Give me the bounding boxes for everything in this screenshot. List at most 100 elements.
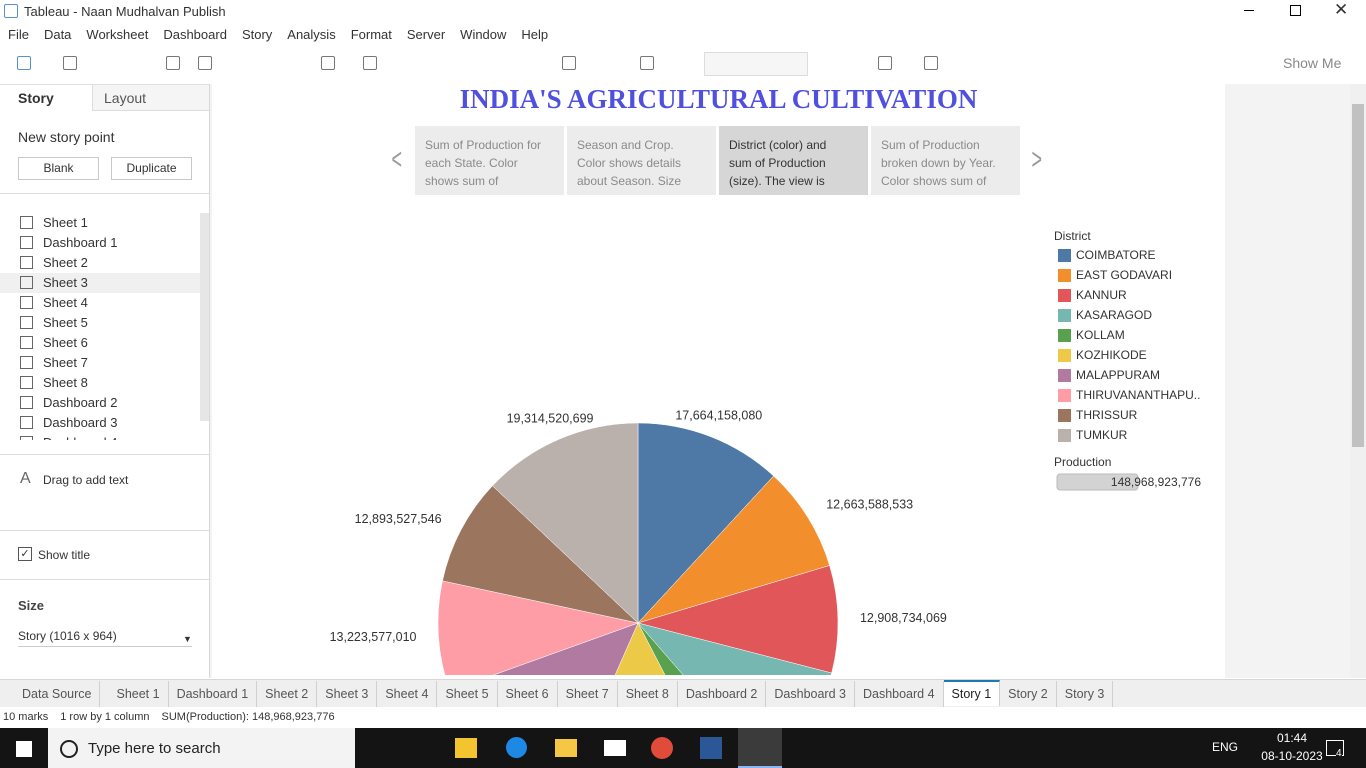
menu-item[interactable]: Help [521,27,549,42]
sheet-name[interactable]: Sheet 6 [43,335,88,350]
sheet-tab[interactable]: Story 3 [1057,681,1114,707]
sheet-item[interactable]: Dashboard 1 [0,233,200,253]
sheet-name[interactable]: Dashboard 1 [43,235,118,250]
sheet-tab[interactable]: Sheet 1 [108,681,169,707]
menu-item[interactable]: Data [43,27,72,42]
sheet-tab[interactable]: Sheet 2 [257,681,318,707]
sheet-tab[interactable]: Dashboard 4 [855,681,944,707]
sheet-tab[interactable]: Sheet 5 [437,681,498,707]
sheet-item[interactable]: Sheet 1 [0,213,200,233]
story-title: INDIA'S AGRICULTURAL CULTIVATION [459,84,978,114]
panel-tab[interactable]: Story [18,90,54,106]
sheet-item[interactable]: Dashboard 3 [0,413,200,433]
tableau-task[interactable] [738,728,782,768]
sheet-name[interactable]: Sheet 4 [43,295,88,310]
story-point[interactable]: Season and Crop. Color shows details about… [567,126,716,195]
sheet-tab[interactable]: Dashboard 1 [169,681,258,707]
sheet-name[interactable]: Sheet 1 [43,215,88,230]
sheet-item[interactable]: Sheet 8 [0,373,200,393]
start-button[interactable] [16,741,32,757]
sheet-item[interactable]: Sheet 2 [0,253,200,273]
mail[interactable] [604,740,626,756]
tool-icon[interactable] [321,56,335,70]
sheet-name[interactable]: Dashboard 2 [43,395,118,410]
sheet-name[interactable]: Sheet 2 [43,255,88,270]
sheet-item[interactable]: Sheet 5 [0,313,200,333]
search-box[interactable]: Type here to search [48,728,355,768]
restore[interactable] [1290,5,1301,16]
sheet-tab[interactable]: Story 1 [943,680,1001,706]
close[interactable]: ✕ [1334,0,1349,19]
sheet-tab[interactable]: Sheet 4 [377,681,438,707]
sheet-tab[interactable]: Data Source [0,681,101,707]
notifications[interactable] [1326,740,1344,756]
minimize[interactable] [1244,10,1254,11]
sheet-item[interactable]: Dashboard 2 [0,393,200,413]
sheet-tab[interactable]: Story 2 [1000,681,1057,707]
sheet-tab[interactable]: Dashboard 3 [766,681,855,707]
sheet-name[interactable]: Sheet 3 [43,275,88,290]
story-point[interactable]: Sum of Production for each State. Color sh… [415,126,564,195]
tool-icon[interactable] [562,56,576,70]
tool-icon[interactable] [17,56,31,70]
sheet-item[interactable]: Dashboard 4 [0,433,200,440]
edge[interactable] [506,737,527,758]
tool-icon[interactable] [924,56,938,70]
menu-item[interactable]: Window [460,27,507,42]
side-panel: Story Layout New story point Blank Dupli… [0,84,210,678]
blank-button[interactable]: Blank [18,157,99,180]
vertical-scrollbar[interactable] [1350,84,1366,678]
scrollbar[interactable] [200,213,209,421]
sheet-name[interactable]: Dashboard 3 [43,415,118,430]
scroll-thumb[interactable] [1352,104,1364,447]
menu-item[interactable]: Server [406,27,446,42]
sheet-item[interactable]: Sheet 7 [0,353,200,373]
explorer[interactable] [555,739,577,757]
size-dropdown[interactable]: Story (1016 x 964) [18,629,192,647]
search-text[interactable]: Type here to search [88,740,221,757]
sheet-tab[interactable]: Sheet 3 [317,681,378,707]
sheet-item[interactable]: Sheet 3 [0,273,200,293]
sheet-tab[interactable]: Dashboard 2 [678,681,767,707]
story-point[interactable]: Sum of Production broken down by Year. Col… [871,126,1020,195]
sheet-item[interactable]: Sheet 6 [0,333,200,353]
sheet-item[interactable]: Sheet 4 [0,293,200,313]
sheet-name[interactable]: Sheet 5 [43,315,88,330]
tool-icon[interactable] [640,56,654,70]
menu-item[interactable]: Story [241,27,273,42]
prev-point[interactable]: < [391,143,403,176]
dropdown-arrow[interactable]: ▼ [183,634,192,644]
tool-icon[interactable] [63,56,77,70]
show-me[interactable]: Show Me [1283,55,1342,71]
tool-icon[interactable] [166,56,180,70]
menu-item[interactable]: Analysis [287,27,336,42]
sheet-name[interactable]: Dashboard 4 [43,435,117,440]
sheet-tab[interactable]: Sheet 7 [558,681,618,707]
clock-date[interactable]: 08-10-2023 [1261,749,1323,763]
menu-item[interactable]: File [8,27,29,42]
drag-text[interactable]: Drag to add text [43,473,129,487]
sheet-tab[interactable]: Sheet 8 [618,681,678,707]
tool-icon[interactable] [198,56,212,70]
app-store[interactable] [455,738,477,758]
language[interactable]: ENG [1212,740,1239,754]
menu-item[interactable]: Format [350,27,392,42]
menu-item[interactable]: Dashboard [163,27,227,42]
clock-time[interactable]: 01:44 [1276,731,1308,745]
next-point[interactable]: > [1031,143,1043,176]
panel-tab[interactable]: Layout [104,90,147,106]
sheet-icon [20,416,33,429]
field-dropdown[interactable] [704,52,808,76]
sheet-name[interactable]: Sheet 7 [43,355,88,370]
menu-item[interactable]: Worksheet [86,27,149,42]
checkbox[interactable]: ✓ [18,547,32,561]
tool-icon[interactable] [363,56,377,70]
sheet-name[interactable]: Sheet 8 [43,375,88,390]
word[interactable] [700,737,722,759]
story-point[interactable]: District (color) and sum of Production (si… [719,126,868,195]
duplicate-button[interactable]: Duplicate [111,157,192,180]
tool-icon[interactable] [878,56,892,70]
sheet-tab[interactable]: Sheet 6 [498,681,558,707]
chrome[interactable] [651,737,673,759]
show-title-label[interactable]: Show title [38,548,91,562]
